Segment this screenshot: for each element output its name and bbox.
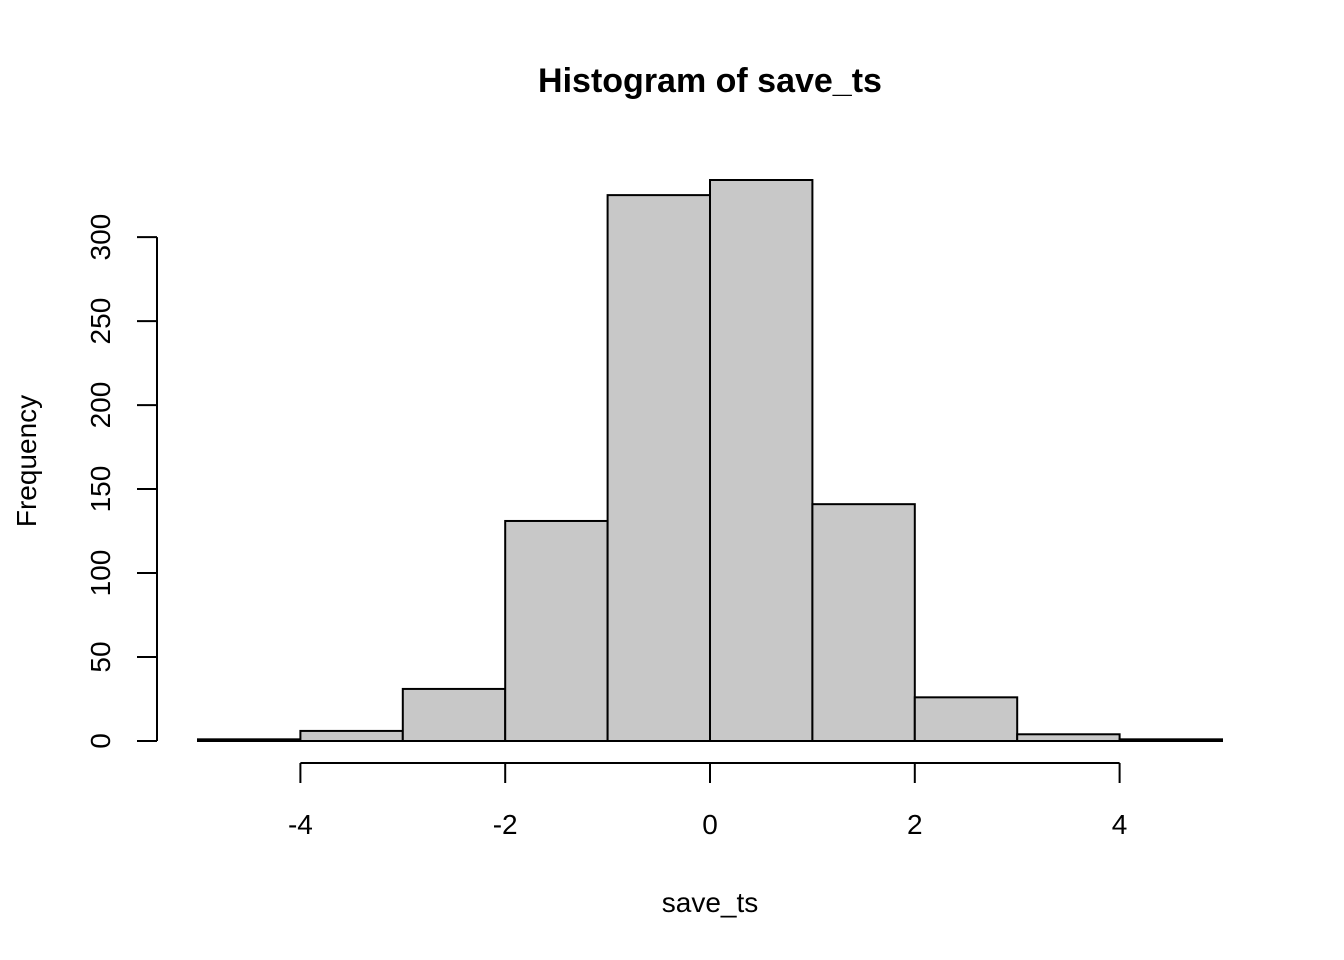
- histogram-bar: [1118, 738, 1223, 743]
- histogram-bar: [1016, 733, 1121, 742]
- histogram-bar: [299, 729, 404, 743]
- histogram-bar: [811, 503, 916, 742]
- bars-group: [197, 179, 1223, 743]
- y-tick-label: 50: [85, 641, 116, 672]
- histogram-bar: [913, 696, 1019, 743]
- x-tick-label: 0: [702, 809, 718, 840]
- y-tick-label: 150: [85, 466, 116, 513]
- y-tick-label: 300: [85, 214, 116, 261]
- y-tick-label: 100: [85, 550, 116, 597]
- x-axis-label: save_ts: [662, 887, 759, 918]
- x-tick-label: -4: [288, 809, 313, 840]
- y-tick-label: 200: [85, 382, 116, 429]
- x-tick-label: -2: [493, 809, 518, 840]
- x-tick-label: 4: [1112, 809, 1128, 840]
- histogram-bar: [401, 687, 507, 743]
- histogram-bar: [197, 738, 302, 743]
- x-tick-label: 2: [907, 809, 923, 840]
- histogram-bar: [606, 194, 711, 742]
- histogram-bar: [709, 179, 814, 742]
- y-axis-label: Frequency: [11, 395, 42, 527]
- chart-title: Histogram of save_ts: [538, 62, 882, 100]
- x-axis: -4 -2 0 2 4: [288, 762, 1128, 840]
- y-axis: 0 50 100 150 200 250 300: [85, 214, 158, 749]
- y-tick-label: 250: [85, 298, 116, 345]
- y-tick-label: 0: [85, 733, 116, 749]
- histogram-bar: [504, 519, 609, 742]
